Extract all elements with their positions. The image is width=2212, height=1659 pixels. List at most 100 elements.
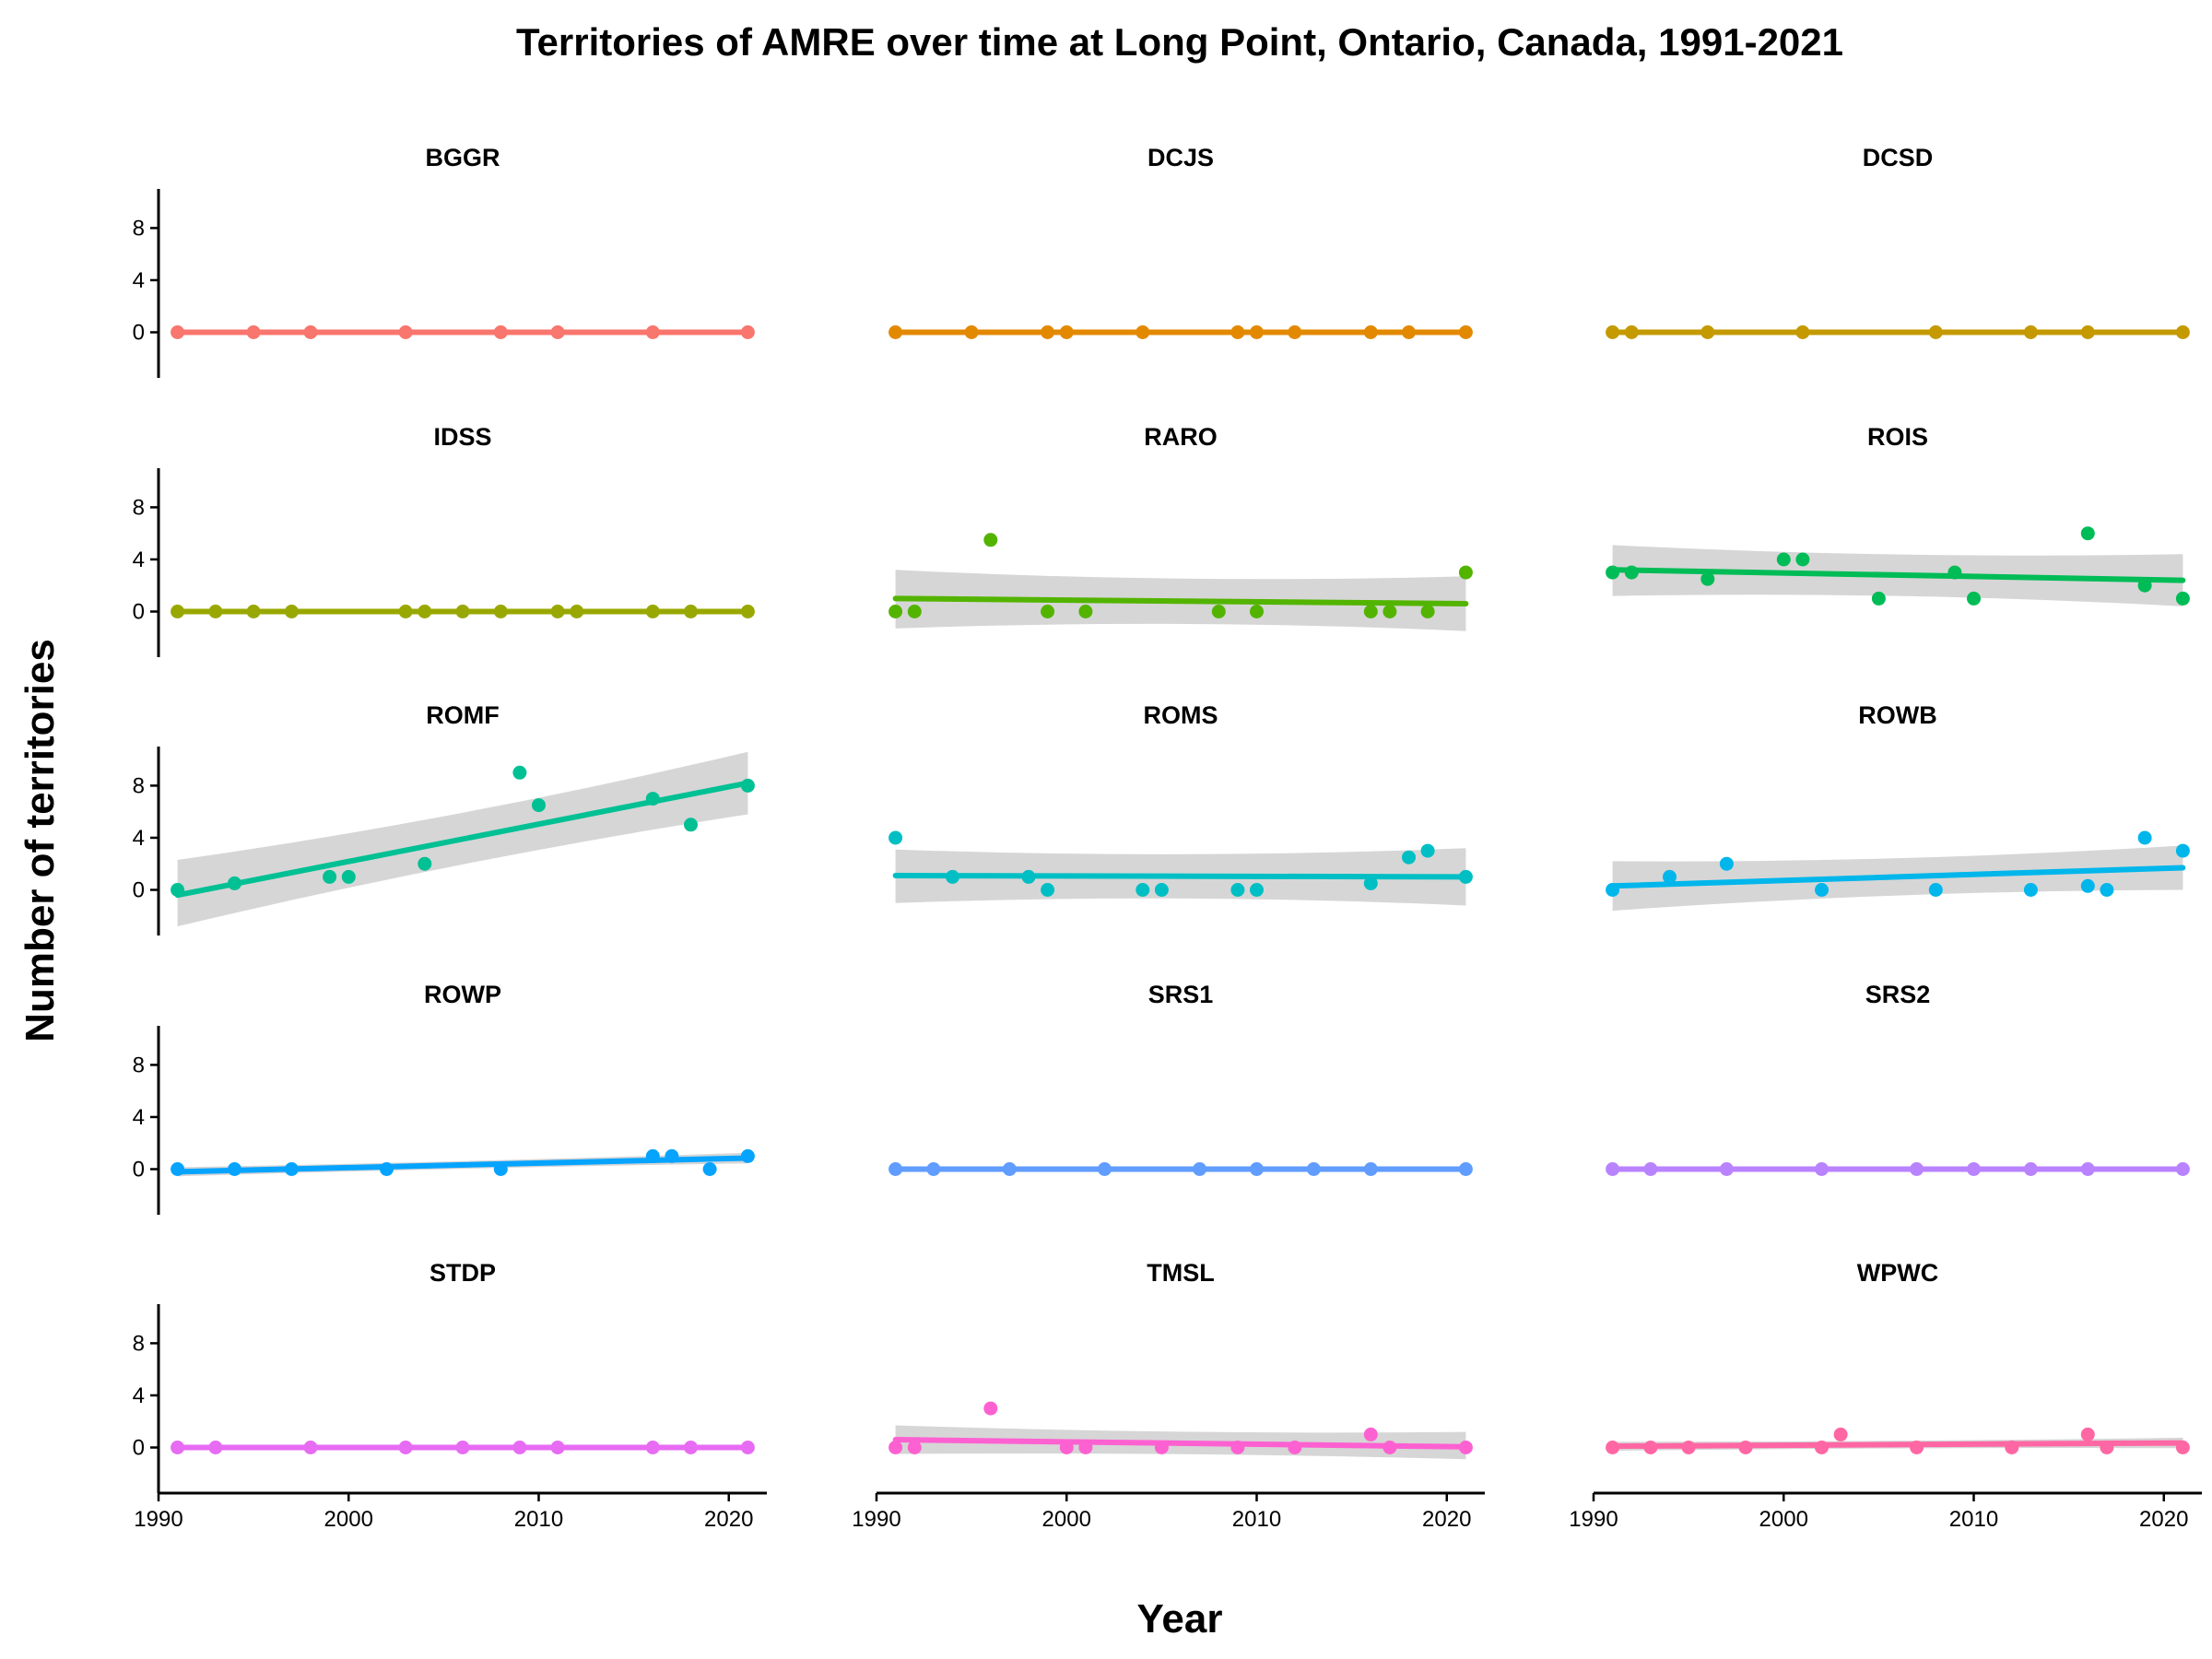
panel-strip-label: STDP <box>429 1259 496 1287</box>
panel-roms: ROMS <box>888 701 1473 906</box>
panel-wpwc: WPWC 1990 2000 2010 2020 <box>1569 1259 2202 1532</box>
data-point <box>323 869 337 884</box>
trend-line <box>174 1155 751 1175</box>
data-point <box>983 533 998 547</box>
y-tick-label: 8 <box>133 1331 145 1356</box>
panel-rois: ROIS <box>1606 423 2190 606</box>
panel-strip-label: RARO <box>1144 423 1218 451</box>
panel-strip-label: IDSS <box>433 423 491 451</box>
trend-line <box>174 780 751 899</box>
panel-strip-label: WPWC <box>1857 1259 1938 1287</box>
x-tick-label: 1990 <box>134 1507 182 1532</box>
x-tick-label: 2010 <box>1949 1507 1998 1532</box>
data-point <box>2137 830 2152 845</box>
chart-title: Territories of AMRE over time at Long Po… <box>516 20 1843 64</box>
panel-strip-label: SRS2 <box>1865 981 1931 1008</box>
y-tick-label: 0 <box>133 1436 145 1461</box>
data-point <box>2080 1427 2095 1441</box>
data-point <box>2175 843 2190 858</box>
x-tick-label: 2010 <box>514 1507 563 1532</box>
x-tick-label: 2000 <box>324 1507 373 1532</box>
x-tick-label: 1990 <box>852 1507 900 1532</box>
data-point <box>1078 605 1093 618</box>
data-point <box>1815 883 1829 897</box>
panel-strip-label: ROMF <box>426 701 499 729</box>
trend-line <box>892 872 1469 880</box>
panel-strip-label: TMSL <box>1147 1259 1215 1287</box>
data-point <box>1700 571 1715 586</box>
data-point <box>684 818 698 832</box>
data-point <box>1154 883 1169 897</box>
trend-line <box>1609 567 2186 583</box>
data-point <box>1795 552 1810 567</box>
y-tick-label: 8 <box>133 495 145 520</box>
data-point <box>418 856 432 871</box>
data-point <box>2175 591 2190 606</box>
data-point <box>1967 591 1981 606</box>
data-point <box>1402 850 1416 865</box>
y-tick-label: 4 <box>133 268 145 293</box>
panel-rowb: ROWB <box>1606 701 2190 912</box>
data-point <box>907 605 922 618</box>
panel-strip-label: DCSD <box>1863 144 1934 171</box>
y-tick-label: 4 <box>133 1105 145 1130</box>
data-point <box>1663 869 1677 884</box>
data-point <box>1833 1427 1848 1441</box>
panel-dcsd: DCSD <box>1606 144 2190 339</box>
trend-line <box>892 595 1469 607</box>
y-tick-label: 4 <box>133 1383 145 1408</box>
data-point <box>1420 843 1435 858</box>
x-tick-label: 2020 <box>704 1507 753 1532</box>
trend-line <box>1609 865 2186 889</box>
x-tick-label: 2010 <box>1232 1507 1281 1532</box>
data-point <box>1250 883 1264 897</box>
data-point <box>1230 883 1245 897</box>
y-tick-label: 8 <box>133 1053 145 1077</box>
data-point <box>2080 878 2095 893</box>
x-axis-title: Year <box>1137 1596 1223 1641</box>
y-tick-label: 4 <box>133 826 145 851</box>
data-point <box>1135 883 1150 897</box>
data-point <box>1041 605 1055 618</box>
y-tick-label: 0 <box>133 600 145 625</box>
data-point <box>1363 1427 1378 1441</box>
data-point <box>1928 883 1943 897</box>
panel-strip-label: ROIS <box>1867 423 1928 451</box>
data-point <box>2100 883 2114 897</box>
y-tick-label: 8 <box>133 773 145 798</box>
y-tick-label: 8 <box>133 216 145 241</box>
data-point <box>512 765 527 780</box>
data-point <box>888 830 903 845</box>
panel-romf: ROMF 0 4 8 <box>133 701 755 935</box>
data-point <box>1250 605 1264 618</box>
trend-line <box>1609 1440 2186 1450</box>
data-point <box>1871 591 1886 606</box>
panel-srs2: SRS2 <box>1606 981 2190 1176</box>
data-point <box>907 1441 922 1454</box>
panel-tmsl: TMSL 1990 2000 2010 2020 <box>852 1259 1485 1532</box>
data-point <box>1776 552 1791 567</box>
panel-strip-label: SRS1 <box>1148 981 1214 1008</box>
data-point <box>1458 565 1473 580</box>
panel-rowp: ROWP 0 4 8 <box>133 981 755 1215</box>
x-tick-label: 1990 <box>1569 1507 1618 1532</box>
panel-bggr: BGGR 0 4 8 <box>133 144 755 378</box>
x-tick-label: 2000 <box>1759 1507 1808 1532</box>
data-point <box>532 798 546 813</box>
data-point <box>2080 526 2095 541</box>
x-tick-label: 2020 <box>2139 1507 2188 1532</box>
panel-dcjs: DCJS <box>888 144 1473 339</box>
panel-strip-label: ROMS <box>1144 701 1218 729</box>
data-point <box>341 869 356 884</box>
panel-idss: IDSS 0 4 8 <box>133 423 755 657</box>
panel-strip-label: DCJS <box>1147 144 1214 171</box>
trend-line <box>892 1437 1469 1450</box>
panel-strip-label: ROWP <box>424 981 501 1008</box>
panel-strip-label: BGGR <box>426 144 500 171</box>
y-axis-title: Number of territories <box>18 639 63 1042</box>
data-point <box>1041 883 1055 897</box>
data-point <box>1211 605 1226 618</box>
data-point <box>983 1401 998 1416</box>
data-point <box>1719 856 1734 871</box>
